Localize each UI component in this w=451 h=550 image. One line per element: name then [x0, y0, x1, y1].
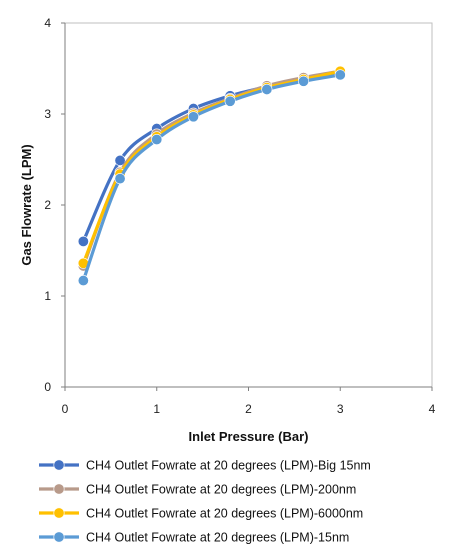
- legend-label: CH4 Outlet Fowrate at 20 degrees (LPM)-B…: [86, 459, 371, 473]
- y-axis-title: Gas Flowrate (LPM): [19, 144, 34, 265]
- legend-item: CH4 Outlet Fowrate at 20 degrees (LPM)-B…: [39, 459, 371, 473]
- y-tick-label: 2: [44, 198, 51, 212]
- y-tick-label: 3: [44, 107, 51, 121]
- legend: CH4 Outlet Fowrate at 20 degrees (LPM)-B…: [39, 459, 371, 545]
- data-point: [334, 69, 346, 81]
- legend-item: CH4 Outlet Fowrate at 20 degrees (LPM)-2…: [39, 483, 356, 497]
- data-point: [187, 111, 199, 123]
- legend-swatch-marker: [53, 531, 65, 543]
- data-point: [114, 154, 126, 166]
- data-point: [77, 275, 89, 287]
- legend-label: CH4 Outlet Fowrate at 20 degrees (LPM)-6…: [86, 507, 363, 521]
- data-point: [151, 133, 163, 145]
- x-axis-title: Inlet Pressure (Bar): [189, 429, 309, 444]
- series-2: [77, 65, 346, 272]
- y-tick-label: 4: [44, 16, 51, 30]
- series-layer: [77, 65, 346, 287]
- data-point: [77, 235, 89, 247]
- data-point: [298, 75, 310, 87]
- data-point: [114, 173, 126, 185]
- data-point: [261, 83, 273, 95]
- y-tick-label: 0: [44, 380, 51, 394]
- x-tick-label: 2: [245, 402, 252, 416]
- legend-swatch-marker: [53, 483, 65, 495]
- series-1: [77, 66, 346, 247]
- legend-swatch-marker: [53, 507, 65, 519]
- legend-label: CH4 Outlet Fowrate at 20 degrees (LPM)-2…: [86, 483, 356, 497]
- x-tick-label: 3: [337, 402, 344, 416]
- legend-swatch-marker: [53, 459, 65, 471]
- legend-item: CH4 Outlet Fowrate at 20 degrees (LPM)-1…: [39, 531, 349, 545]
- legend-label: CH4 Outlet Fowrate at 20 degrees (LPM)-1…: [86, 531, 349, 545]
- data-point: [224, 95, 236, 107]
- x-tick-label: 4: [429, 402, 436, 416]
- plot-border: [64, 22, 433, 388]
- y-tick-label: 1: [44, 289, 51, 303]
- x-tick-label: 0: [62, 402, 69, 416]
- series-4: [77, 69, 346, 287]
- legend-item: CH4 Outlet Fowrate at 20 degrees (LPM)-6…: [39, 507, 363, 521]
- axes: 0 1 2 3 4 0 1 2 3 4: [44, 16, 435, 416]
- x-tick-label: 1: [153, 402, 160, 416]
